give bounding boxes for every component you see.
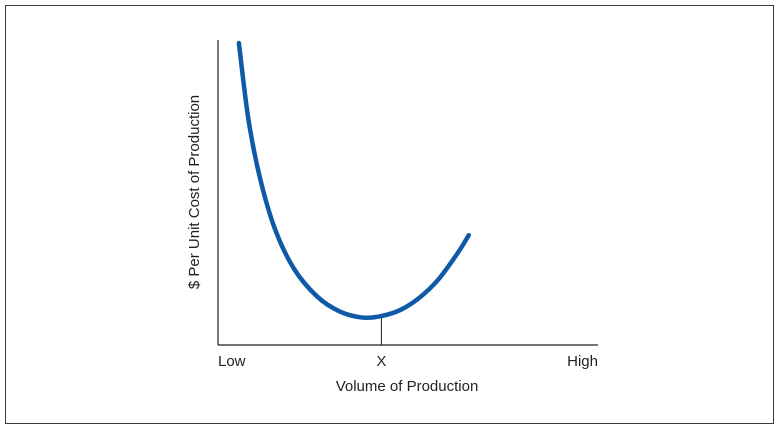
chart-frame [5,5,774,424]
y-axis-title: $ Per Unit Cost of Production [186,95,203,289]
x-tick-label-x: X [376,353,386,370]
series-layer [236,40,472,321]
x-tick-label-low: Low [218,353,246,370]
x-axis-title: Volume of Production [336,378,479,395]
cost-curve-line [236,40,472,321]
x-tick-labels: Low X High [218,353,598,370]
x-tick-label-high: High [567,353,598,370]
